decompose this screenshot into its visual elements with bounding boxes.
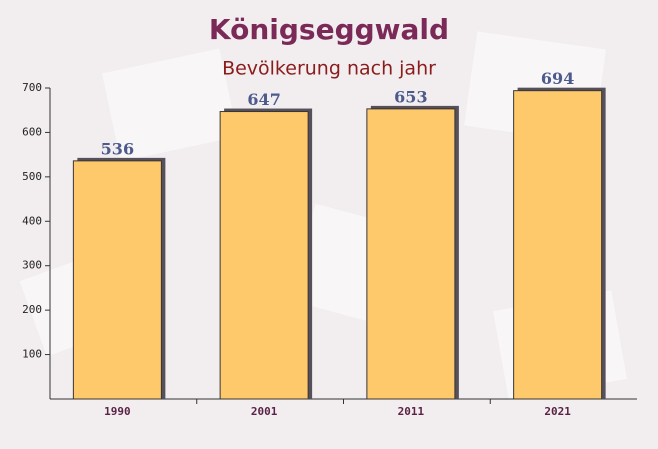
bar xyxy=(366,108,456,400)
y-tick-label: 500 xyxy=(22,170,42,183)
value-label: 647 xyxy=(247,90,280,109)
x-tick-label: 2021 xyxy=(544,405,571,418)
x-tick-label: 2001 xyxy=(251,405,278,418)
x-tick-label: 2011 xyxy=(398,405,425,418)
y-tick-label: 300 xyxy=(22,259,42,272)
bar xyxy=(72,160,162,400)
bar xyxy=(219,111,309,400)
y-tick-label: 200 xyxy=(22,303,42,316)
y-tick-label: 600 xyxy=(22,125,42,138)
value-label: 653 xyxy=(394,87,427,106)
chart-title: Königseggwald xyxy=(209,13,449,46)
chart-subtitle: Bevölkerung nach jahr xyxy=(222,58,436,80)
value-label: 536 xyxy=(101,139,134,158)
y-tick-label: 400 xyxy=(22,214,42,227)
y-tick-label: 100 xyxy=(22,348,42,361)
bar xyxy=(513,90,603,400)
x-tick-label: 1990 xyxy=(104,405,131,418)
y-tick-label: 700 xyxy=(22,81,42,94)
value-label: 694 xyxy=(541,69,574,88)
